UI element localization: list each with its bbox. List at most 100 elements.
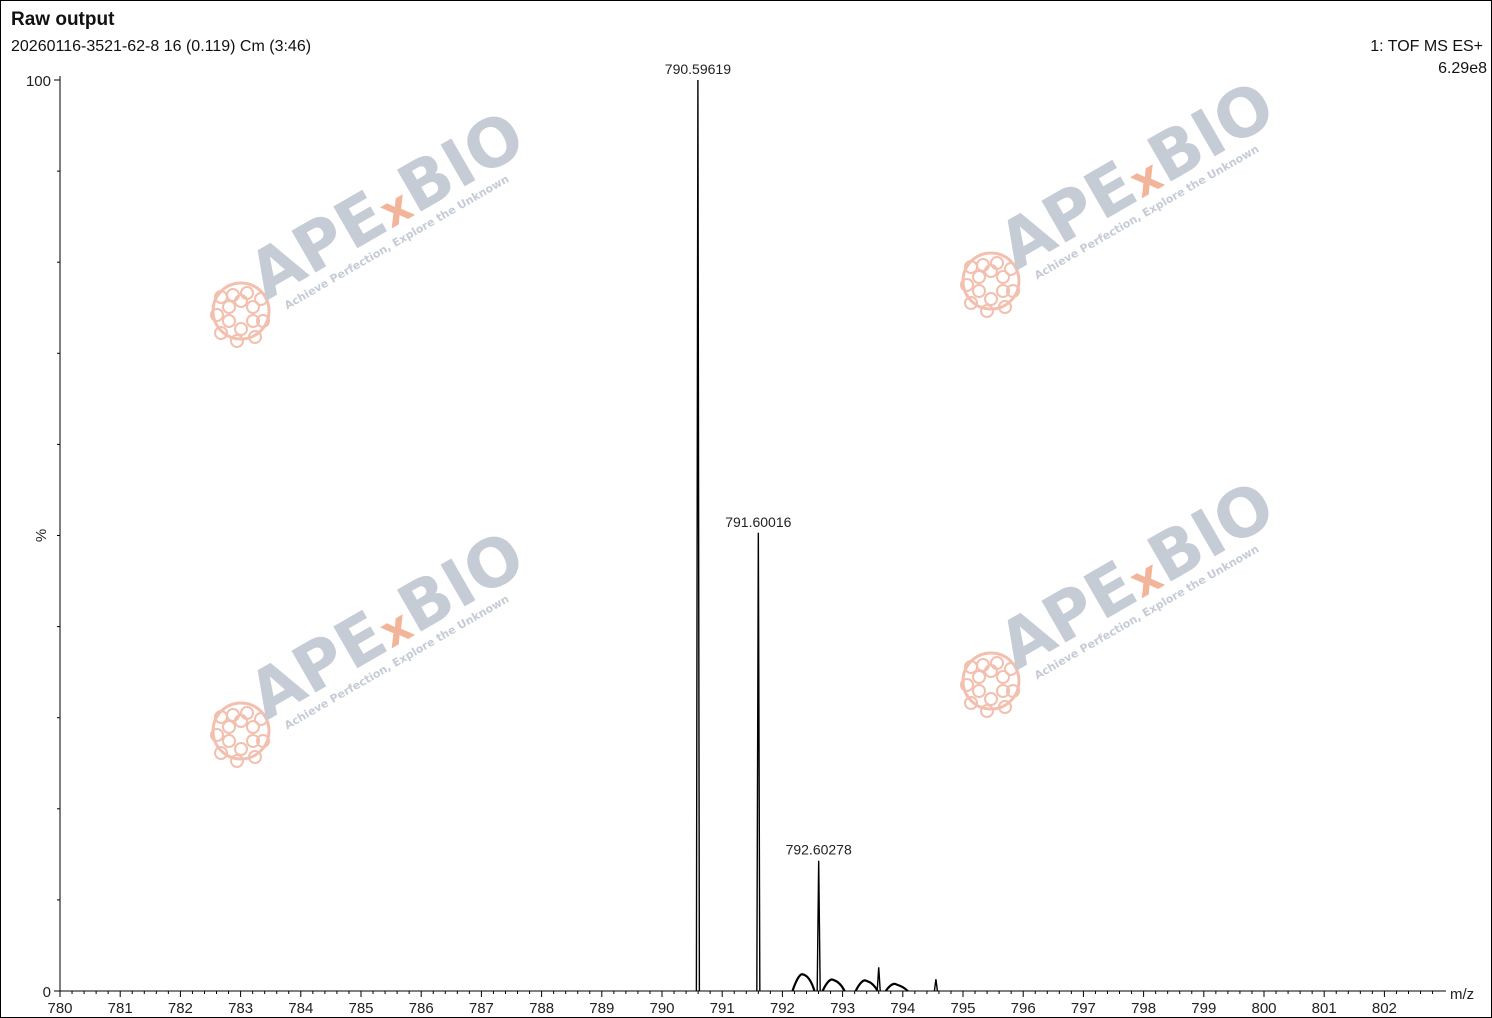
watermark-logo-dot bbox=[990, 256, 1004, 270]
watermark-logo-dot bbox=[246, 720, 260, 734]
watermark-logo-dot bbox=[996, 670, 1010, 684]
watermark-logo-dot bbox=[248, 330, 262, 344]
watermark-logo-dot bbox=[210, 308, 224, 322]
spectrum-peak bbox=[756, 532, 761, 992]
watermark-logo-dot bbox=[996, 684, 1010, 698]
watermark-logo-dot bbox=[976, 258, 990, 272]
intensity-scale-label: 6.29e8 bbox=[1438, 60, 1487, 77]
watermark-logo-dot bbox=[234, 322, 248, 336]
watermark-logo-dot bbox=[972, 670, 986, 684]
peak-label: 790.59619 bbox=[665, 61, 731, 77]
watermark-brand-text: APExBIO bbox=[986, 66, 1288, 285]
watermark-logo-dot bbox=[240, 286, 254, 300]
spectrum-peak bbox=[876, 967, 881, 992]
x-tick-label: 781 bbox=[108, 1000, 133, 1017]
watermark-logo-dot bbox=[226, 708, 240, 722]
watermark-brand-text: APExBIO bbox=[236, 516, 538, 735]
peak-label: 792.60278 bbox=[786, 842, 852, 858]
watermark-logo-dot bbox=[972, 284, 986, 298]
sample-info: 20260116-3521-62-8 16 (0.119) Cm (3:46) bbox=[11, 38, 312, 55]
x-tick-label: 801 bbox=[1312, 1000, 1337, 1017]
watermark-logo-dot bbox=[234, 294, 248, 308]
ion-mode-label: 1: TOF MS ES+ bbox=[1370, 38, 1483, 55]
y-axis-label: % bbox=[33, 529, 50, 542]
watermark-logo bbox=[210, 281, 271, 348]
watermark-logo-dot bbox=[1004, 662, 1018, 676]
x-tick-label: 798 bbox=[1131, 1000, 1156, 1017]
watermark-logo-dot bbox=[222, 734, 236, 748]
spectrum-peak bbox=[816, 860, 821, 992]
x-tick-label: 800 bbox=[1251, 1000, 1276, 1017]
x-tick-label: 782 bbox=[168, 1000, 193, 1017]
x-tick-label: 792 bbox=[770, 1000, 795, 1017]
spectrum-hump bbox=[791, 973, 816, 992]
watermark-logo-dot bbox=[256, 314, 270, 328]
x-tick-label: 784 bbox=[288, 1000, 313, 1017]
watermark-logo bbox=[960, 251, 1021, 318]
watermark-logo-dot bbox=[230, 754, 244, 768]
y-tick-label: 100 bbox=[26, 73, 51, 90]
watermark-logo-dot bbox=[254, 712, 268, 726]
watermark-logo-dot bbox=[996, 284, 1010, 298]
watermark-logo-dot bbox=[222, 300, 236, 314]
x-tick-label: 787 bbox=[469, 1000, 494, 1017]
watermark-logo-dot bbox=[964, 296, 978, 310]
x-tick-label: 796 bbox=[1011, 1000, 1036, 1017]
watermark-logo-dot bbox=[980, 304, 994, 318]
spectrum-peak bbox=[695, 79, 701, 992]
watermark-logo-dot bbox=[960, 678, 974, 692]
watermark-logo-dot bbox=[990, 656, 1004, 670]
watermark-logo-dot bbox=[226, 288, 240, 302]
watermark-logo-dot bbox=[256, 734, 270, 748]
watermark-logo-dot bbox=[246, 314, 260, 328]
x-tick-label: 799 bbox=[1191, 1000, 1216, 1017]
spectrum-hump bbox=[821, 978, 846, 992]
watermark-brand-text: APExBIO bbox=[986, 466, 1288, 685]
watermark-logo-dot bbox=[222, 314, 236, 328]
watermark-logo-dot bbox=[984, 264, 998, 278]
x-tick-label: 793 bbox=[830, 1000, 855, 1017]
x-tick-label: 797 bbox=[1071, 1000, 1096, 1017]
watermark-logo-dot bbox=[1006, 284, 1020, 298]
x-tick-label: 802 bbox=[1372, 1000, 1397, 1017]
watermark-logo-dot bbox=[980, 704, 994, 718]
watermark-logo-dot bbox=[254, 292, 268, 306]
watermark-logo-dot bbox=[984, 692, 998, 706]
watermark-logo-dot bbox=[246, 734, 260, 748]
watermark-logo-dot bbox=[998, 300, 1012, 314]
watermark-logo-dot bbox=[214, 326, 228, 340]
watermark-logo-dot bbox=[972, 684, 986, 698]
watermark-logo-dot bbox=[984, 664, 998, 678]
watermark-logo-dot bbox=[240, 706, 254, 720]
x-tick-label: 795 bbox=[950, 1000, 975, 1017]
watermark-logo bbox=[960, 651, 1021, 718]
watermark-logo-dot bbox=[1006, 684, 1020, 698]
watermark-logo-dot bbox=[972, 270, 986, 284]
watermark-logo-dot bbox=[234, 714, 248, 728]
x-tick-label: 794 bbox=[890, 1000, 915, 1017]
watermark-logo-dot bbox=[1004, 262, 1018, 276]
watermark-logo-dot bbox=[210, 728, 224, 742]
watermark-logo-dot bbox=[976, 658, 990, 672]
peak-label: 791.60016 bbox=[725, 514, 791, 530]
x-tick-label: 785 bbox=[348, 1000, 373, 1017]
watermark-logo-dot bbox=[248, 750, 262, 764]
spectrum-peak bbox=[933, 979, 939, 992]
watermark-logo-dot bbox=[998, 700, 1012, 714]
x-tick-label: 786 bbox=[409, 1000, 434, 1017]
x-tick-label: 788 bbox=[529, 1000, 554, 1017]
watermark-logo-dot bbox=[996, 270, 1010, 284]
x-tick-label: 783 bbox=[228, 1000, 253, 1017]
watermark-logo-dot bbox=[984, 292, 998, 306]
axes-layer: 100 0% 780 781 782 783 784 785 786 787 788 789 790 79… bbox=[26, 73, 1474, 1017]
watermark-logo bbox=[210, 701, 271, 768]
